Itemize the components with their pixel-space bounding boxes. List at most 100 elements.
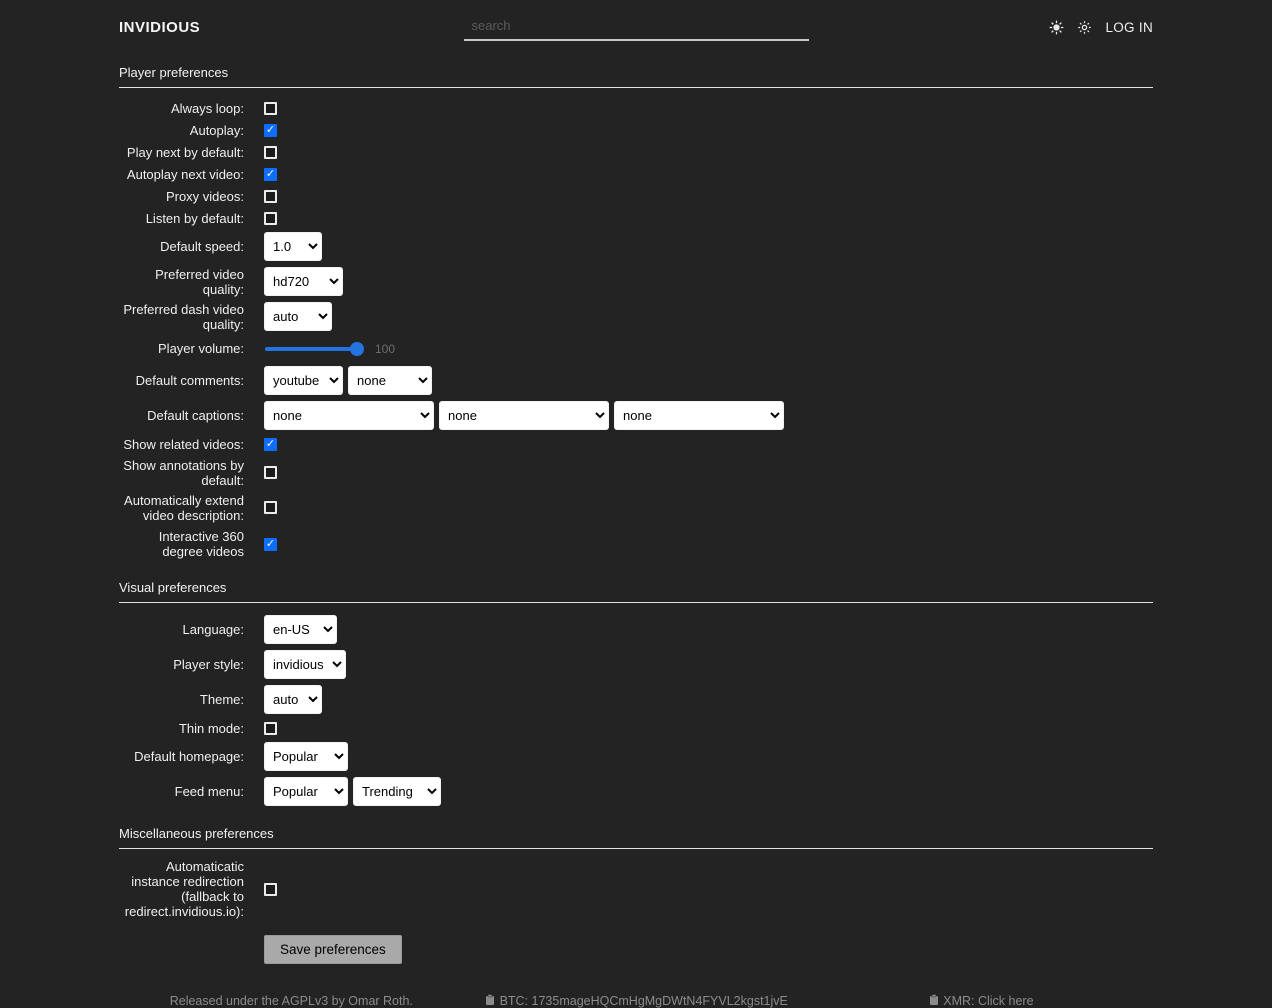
save-preferences-button[interactable]: Save preferences (264, 934, 402, 964)
footer-middle: BTC: 1735mageHQCmHgMgDWtN4FYVL2kgst1jvE … (464, 994, 809, 1008)
pref-row-homepage: Default homepage: Popular (119, 739, 1153, 774)
always-loop-checkbox[interactable] (264, 101, 277, 115)
related-label: Show related videos: (123, 436, 244, 452)
pref-row-captions: Default captions: none none none (119, 398, 1153, 433)
save-row: Save preferences (119, 934, 1153, 964)
pref-row-always-loop: Always loop: (119, 97, 1153, 119)
language-label: Language: (182, 622, 244, 637)
autoplay-checkbox[interactable] (264, 123, 277, 137)
pref-row-related: Show related videos: (119, 433, 1153, 455)
language-select[interactable]: en-US (264, 615, 337, 644)
pref-row-extend-desc: Automatically extend video description: (119, 490, 1153, 525)
default-speed-select[interactable]: 1.0 (264, 232, 322, 261)
player-volume-slider[interactable] (265, 341, 364, 356)
captions-second-select[interactable]: none (439, 401, 609, 430)
proxy-videos-label: Proxy videos: (165, 188, 244, 204)
section-title-visual: Visual preferences (119, 575, 1153, 603)
volume-value: 100 (375, 341, 396, 356)
volume-label: Player volume: (158, 341, 244, 356)
pref-row-speed: Default speed: 1.0 (119, 229, 1153, 264)
pref-row-listen: Listen by default: (119, 207, 1153, 229)
license-text: Released under the AGPLv3 by Omar Roth. (169, 994, 413, 1008)
btc-address[interactable]: BTC: 1735mageHQCmHgMgDWtN4FYVL2kgst1jvE (499, 994, 788, 1008)
captions-third-select[interactable]: none (614, 401, 784, 430)
search-form (463, 13, 809, 41)
section-title-misc: Miscellaneous preferences (119, 821, 1153, 849)
autoplay-label: Autoplay: (189, 122, 244, 138)
feed-menu-label: Feed menu: (174, 784, 244, 799)
comments-second-select[interactable]: none (348, 366, 432, 395)
pref-row-comments: Default comments: youtube none (119, 363, 1153, 398)
dash-quality-label: Preferred dash video quality: (123, 301, 244, 332)
theme-select[interactable]: auto (264, 685, 322, 714)
vr360-label: Interactive 360 degree videos (158, 529, 244, 559)
feed-menu-second-select[interactable]: Trending (353, 777, 441, 806)
proxy-videos-checkbox[interactable] (264, 189, 277, 203)
footer-right: XMR: Click here Current version: 2021.07… (808, 994, 1153, 1008)
pref-row-player-style: Player style: invidious (119, 647, 1153, 682)
auto-redirect-checkbox[interactable] (264, 882, 277, 896)
autoplay-next-label: Autoplay next video: (126, 166, 244, 182)
homepage-select[interactable]: Popular (264, 742, 348, 771)
theme-toggle-button[interactable] (1049, 20, 1064, 35)
top-navbar: INVIDIOUS LOG IN (0, 0, 1272, 54)
pref-row-language: Language: en-US (119, 612, 1153, 647)
pref-row-volume: Player volume: 100 (119, 334, 1153, 363)
vr360-checkbox[interactable] (264, 537, 277, 551)
captions-label: Default captions: (147, 408, 244, 423)
footer-left: Released under the AGPLv3 by Omar Roth. … (119, 994, 464, 1008)
login-link[interactable]: LOG IN (1105, 19, 1153, 35)
annotations-checkbox[interactable] (264, 466, 277, 479)
related-videos-checkbox[interactable] (264, 437, 277, 451)
autoplay-next-checkbox[interactable] (264, 167, 277, 181)
theme-label: Theme: (199, 692, 244, 707)
thin-mode-checkbox[interactable] (264, 721, 277, 735)
comments-label: Default comments: (135, 373, 244, 388)
annotations-label: Show annotations by default: (123, 457, 244, 488)
clipboard-icon (484, 994, 496, 1006)
player-style-label: Player style: (173, 657, 244, 672)
section-title-player: Player preferences (119, 60, 1153, 88)
preferences-button[interactable] (1077, 20, 1092, 35)
sun-icon (1050, 20, 1064, 34)
brand-logo[interactable]: INVIDIOUS (119, 18, 201, 36)
pref-row-autoplay-next: Autoplay next video: (119, 163, 1153, 185)
pref-row-annotations: Show annotations by default: (119, 455, 1153, 490)
footer: Released under the AGPLv3 by Omar Roth. … (119, 994, 1153, 1008)
search-input[interactable] (463, 13, 809, 41)
auto-redirect-label: Automaticatic instance redirection (fall… (124, 859, 244, 919)
gear-icon (1078, 20, 1092, 34)
header-actions: LOG IN (1049, 20, 1153, 35)
speed-label: Default speed: (160, 239, 244, 254)
slider-thumb[interactable] (350, 341, 364, 356)
pref-row-proxy-videos: Proxy videos: (119, 185, 1153, 207)
homepage-label: Default homepage: (134, 749, 244, 764)
listen-checkbox[interactable] (264, 211, 277, 225)
xmr-label: XMR: (943, 994, 975, 1008)
thin-mode-label: Thin mode: (178, 720, 244, 736)
pref-row-play-next: Play next by default: (119, 141, 1153, 163)
play-next-label: Play next by default: (126, 144, 244, 160)
quality-label: Preferred video quality: (155, 266, 244, 297)
always-loop-label: Always loop: (171, 100, 244, 116)
dash-quality-select[interactable]: auto (264, 302, 332, 331)
video-quality-select[interactable]: hd720 (264, 267, 343, 296)
extend-description-checkbox[interactable] (264, 501, 277, 514)
clipboard-icon (928, 994, 940, 1006)
captions-first-select[interactable]: none (264, 401, 434, 430)
pref-row-autoplay: Autoplay: (119, 119, 1153, 141)
extend-desc-label: Automatically extend video description: (124, 492, 244, 523)
preferences-page: Player preferences Always loop: Autoplay… (119, 60, 1153, 964)
xmr-link[interactable]: Click here (977, 994, 1034, 1008)
play-next-checkbox[interactable] (264, 145, 277, 159)
pref-row-vr360: Interactive 360 degree videos (119, 525, 1153, 563)
comments-first-select[interactable]: youtube (264, 366, 343, 395)
pref-row-quality: Preferred video quality: hd720 (119, 264, 1153, 299)
pref-row-theme: Theme: auto (119, 682, 1153, 717)
listen-label: Listen by default: (145, 210, 244, 226)
pref-row-auto-redirect: Automaticatic instance redirection (fall… (119, 858, 1153, 920)
feed-menu-first-select[interactable]: Popular (264, 777, 348, 806)
pref-row-feed-menu: Feed menu: Popular Trending (119, 774, 1153, 809)
player-style-select[interactable]: invidious (264, 650, 346, 679)
pref-row-dash-quality: Preferred dash video quality: auto (119, 299, 1153, 334)
